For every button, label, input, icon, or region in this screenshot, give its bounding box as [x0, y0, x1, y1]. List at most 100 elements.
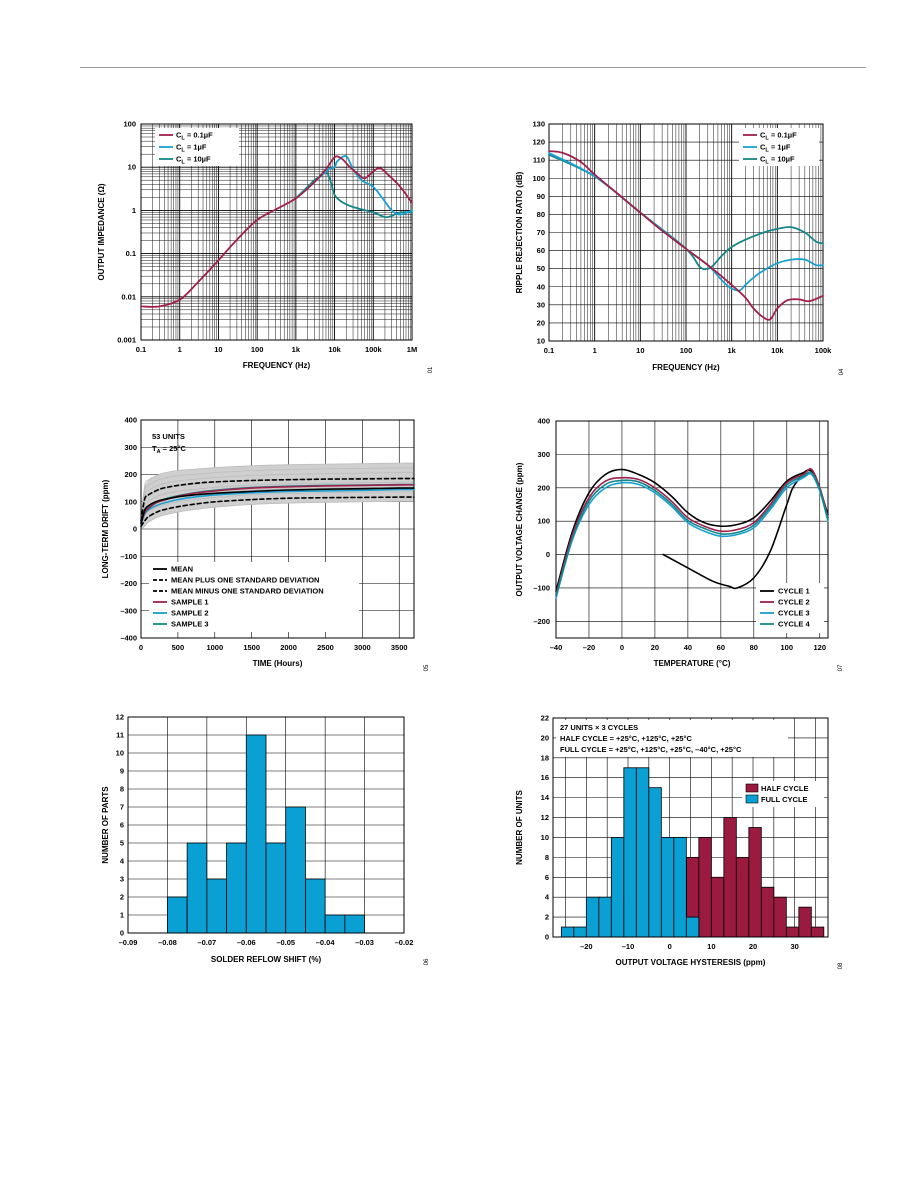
legend-label: CL = 10µF	[176, 155, 211, 166]
y-tick-label: 16	[541, 773, 549, 782]
unit-trace	[140, 491, 415, 527]
histogram-bar	[648, 787, 662, 938]
x-tick-label: 1	[593, 346, 597, 355]
y-tick-label: 10	[128, 163, 136, 172]
annotation-line: 27 UNITS × 3 CYCLES	[560, 723, 638, 732]
legend-label: CYCLE 2	[778, 598, 810, 607]
legend-swatch	[745, 794, 759, 804]
x-axis-label: TIME (Hours)	[253, 659, 303, 668]
y-tick-label: –200	[533, 617, 550, 626]
x-tick-label: 100	[251, 345, 264, 354]
figure-number: 08	[838, 962, 844, 969]
annotation-line: FULL CYCLE = +25°C, +125°C, +25°C, –40°C…	[560, 745, 742, 754]
annotation-units: 53 UNITS	[152, 432, 185, 441]
histogram-bar	[748, 827, 762, 938]
series-line	[555, 471, 829, 598]
x-tick-label: 1M	[407, 345, 417, 354]
y-tick-label: 30	[537, 300, 545, 309]
x-tick-label: 20	[749, 942, 757, 951]
y-tick-label: –300	[120, 606, 137, 615]
y-tick-label: 100	[532, 174, 545, 183]
series-line	[295, 170, 413, 219]
header-rule	[80, 67, 866, 68]
y-tick-label: 4	[545, 893, 550, 902]
y-tick-label: 2	[120, 893, 124, 902]
legend-label: CL = 0.1µF	[760, 131, 797, 142]
x-tick-label: 0	[139, 643, 143, 652]
x-tick-label: –0.08	[158, 938, 177, 947]
figure-number: 01	[428, 366, 434, 373]
plot-frame	[140, 123, 413, 341]
y-axis-label: OUTPUT VOLTAGE CHANGE (ppm)	[515, 462, 524, 596]
x-tick-label: 20	[651, 643, 659, 652]
y-tick-label: 10	[537, 337, 545, 346]
x-axis-label: FREQUENCY (Hz)	[243, 361, 311, 370]
legend-box	[149, 562, 359, 632]
histogram-bar	[698, 837, 712, 938]
histogram-bar	[785, 926, 800, 938]
unit-trace	[140, 472, 415, 522]
x-tick-label: –0.03	[355, 938, 374, 947]
y-tick-label: 8	[120, 785, 124, 794]
y-tick-label: 0	[133, 525, 137, 534]
figure-number: 05	[424, 664, 430, 671]
x-tick-label: 0.1	[136, 345, 146, 354]
series-line	[140, 155, 413, 308]
y-tick-label: –400	[120, 634, 137, 643]
unit-trace	[140, 467, 415, 520]
y-tick-label: 0.1	[126, 249, 136, 258]
y-tick-label: 20	[541, 733, 549, 742]
y-tick-label: 200	[124, 470, 137, 479]
legend-label: HALF CYCLE	[761, 784, 809, 793]
histogram-bar	[560, 926, 575, 938]
legend-label: CYCLE 3	[778, 609, 810, 618]
x-tick-label: 2500	[317, 643, 334, 652]
y-tick-label: 9	[120, 767, 124, 776]
y-tick-label: 300	[537, 450, 550, 459]
x-tick-label: 3500	[391, 643, 408, 652]
x-axis-label: FREQUENCY (Hz)	[652, 363, 720, 372]
y-tick-label: 80	[537, 210, 545, 219]
figure-number: 04	[839, 368, 845, 375]
y-tick-label: 400	[124, 416, 137, 425]
legend-label: MEAN MINUS ONE STANDARD DEVIATION	[171, 587, 324, 596]
y-tick-label: 10	[541, 833, 549, 842]
y-tick-label: 10	[116, 749, 124, 758]
y-tick-label: 11	[116, 731, 124, 740]
y-tick-label: 110	[533, 156, 545, 165]
y-tick-label: 400	[537, 417, 550, 426]
y-axis-label: NUMBER OF PARTS	[101, 786, 110, 864]
x-tick-label: 1	[178, 345, 182, 354]
y-tick-label: 200	[537, 483, 550, 492]
annotation-box	[556, 720, 788, 757]
y-tick-label: 6	[545, 873, 549, 882]
y-tick-label: 12	[116, 713, 124, 722]
y-tick-label: 1	[120, 911, 124, 920]
y-tick-label: 4	[120, 857, 125, 866]
y-tick-label: –200	[120, 579, 137, 588]
y-tick-label: 0.001	[117, 336, 136, 345]
y-tick-label: 2	[545, 913, 549, 922]
legend-label: CL = 10µF	[760, 155, 795, 166]
x-tick-label: –0.06	[237, 938, 256, 947]
y-tick-label: 0.01	[121, 292, 136, 301]
histogram-bar	[810, 926, 825, 938]
y-tick-label: –100	[120, 552, 137, 561]
histogram-bar	[635, 767, 650, 938]
x-tick-label: –0.04	[316, 938, 336, 947]
y-axis-label: LONG-TERM DRIFT (ppm)	[101, 479, 110, 578]
y-tick-label: 50	[537, 264, 545, 273]
y-axis-label: NUMBER OF UNITS	[515, 790, 524, 865]
y-tick-label: 5	[120, 839, 124, 848]
x-tick-label: 0	[668, 942, 672, 951]
x-tick-label: –40	[550, 643, 563, 652]
x-tick-label: 1k	[292, 345, 301, 354]
histogram-bar	[685, 916, 700, 938]
x-tick-label: 10	[636, 346, 644, 355]
x-tick-label: 0.1	[544, 346, 554, 355]
x-tick-label: 1000	[206, 643, 223, 652]
x-tick-label: 80	[750, 643, 758, 652]
series-line	[140, 488, 415, 526]
legend-label: MEAN	[171, 565, 193, 574]
